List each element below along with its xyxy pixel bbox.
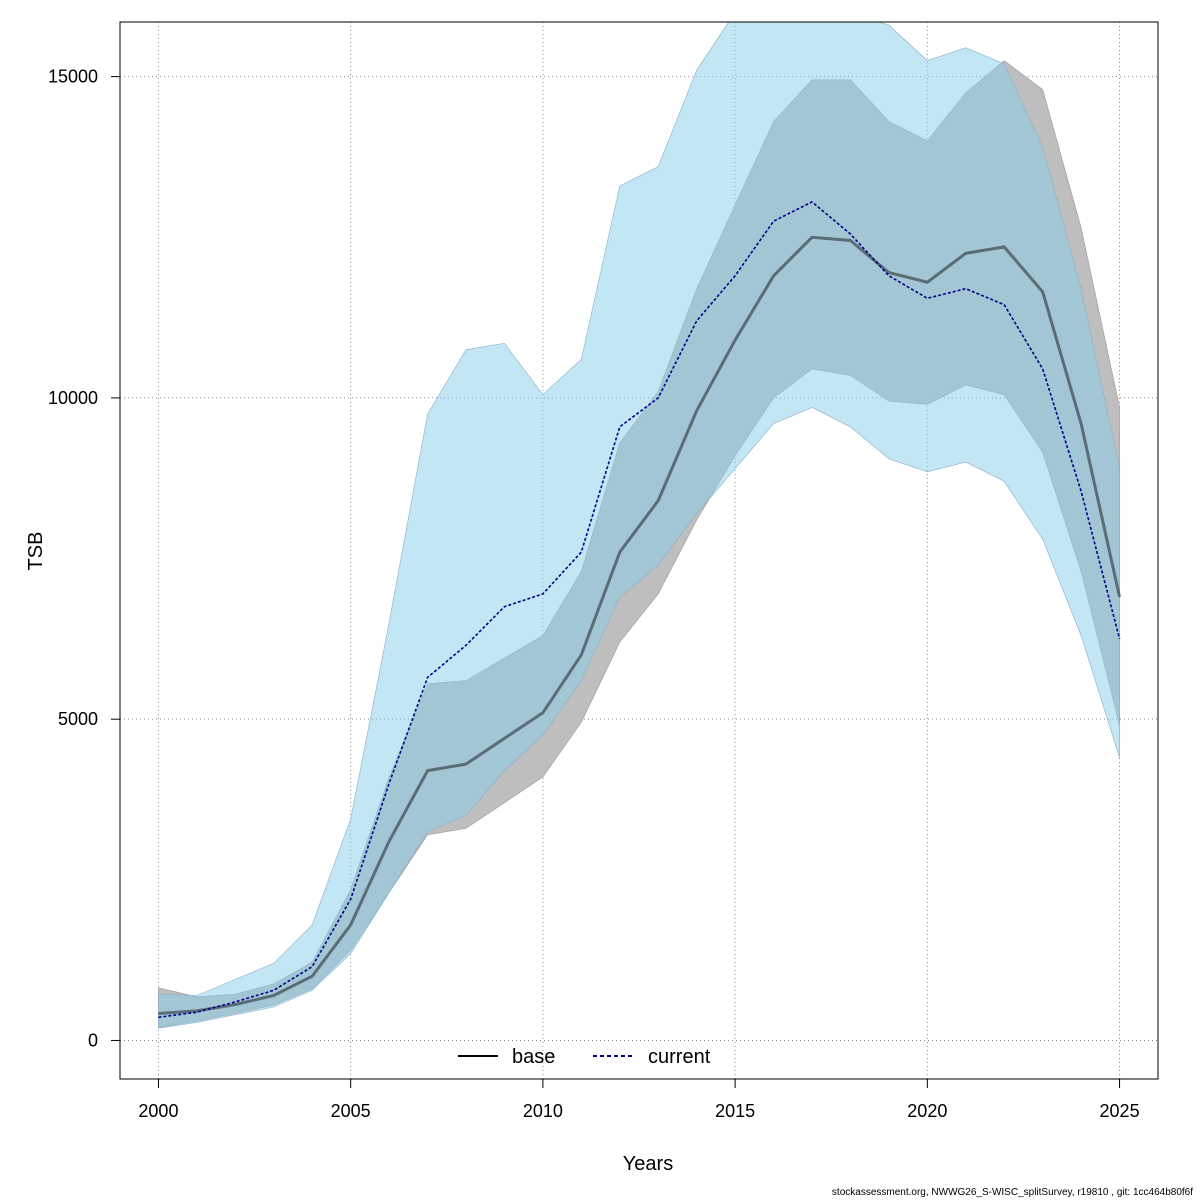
x-tick-label-2025: 2025: [1100, 1101, 1140, 1121]
band-current: [158, 22, 1120, 1029]
series-lines: [158, 200, 1122, 1019]
y-tick-label-5000: 5000: [58, 709, 98, 729]
line-base: [158, 235, 1122, 1015]
x-axis-title: Years: [623, 1153, 673, 1175]
y-tick-label-15000: 15000: [48, 67, 98, 87]
legend: base current: [458, 1046, 711, 1068]
x-tick-label-2000: 2000: [138, 1101, 178, 1121]
line-current: [158, 200, 1121, 1019]
confidence-bands: [158, 22, 1120, 1029]
legend-label-base: base: [512, 1046, 555, 1068]
y-axis-title: TSB: [25, 532, 47, 571]
x-tick-label-2005: 2005: [331, 1101, 371, 1121]
y-tick-label-0: 0: [88, 1030, 98, 1050]
legend-label-current: current: [648, 1046, 711, 1068]
footer-credit: stockassessment.org, NWWG26_S-WISC_split…: [832, 1187, 1193, 1198]
axes: 2000 2005 2010 2015 2020 2025 0 5000 10000 15000: [48, 67, 1140, 1121]
x-tick-label-2020: 2020: [907, 1101, 947, 1121]
plot-frame: [119, 21, 1159, 1080]
x-tick-label-2015: 2015: [715, 1101, 755, 1121]
y-tick-label-10000: 10000: [48, 388, 98, 408]
x-tick-label-2010: 2010: [523, 1101, 563, 1121]
